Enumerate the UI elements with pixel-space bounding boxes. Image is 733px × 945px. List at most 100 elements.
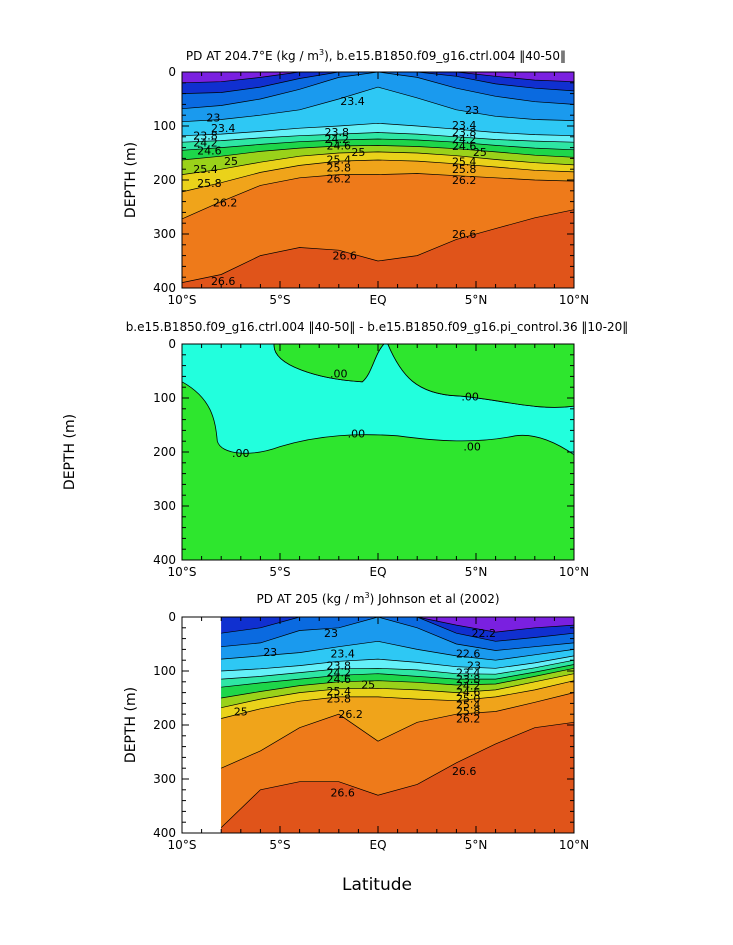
contour-line xyxy=(181,138,575,151)
x-tick-label: 10°N xyxy=(559,838,589,852)
x-tick-label: 10°S xyxy=(168,838,197,852)
contour-label: 25 xyxy=(351,146,365,159)
y-tick-label: 300 xyxy=(153,499,176,513)
x-tick-label: EQ xyxy=(369,838,386,852)
panel-2: b.e15.B1850.f09_g16.ctrl.004 ‖40-50‖ - b… xyxy=(62,320,628,579)
contour-line xyxy=(181,86,575,123)
contour-label: 26.2 xyxy=(338,708,363,721)
contour-line xyxy=(220,721,575,828)
x-tick-label: 5°S xyxy=(269,838,290,852)
x-tick-label: 10°S xyxy=(168,565,197,579)
contour-label: 26.2 xyxy=(456,713,481,726)
contour-label: 22.6 xyxy=(456,648,481,661)
panel-2-frame xyxy=(181,343,575,561)
contour-label: 25 xyxy=(224,155,238,168)
contour-label: .00 xyxy=(330,368,348,381)
x-tick-label: 10°S xyxy=(168,293,197,307)
panel-3: PD AT 205 (kg / m3) Johnson et al (2002)… xyxy=(123,591,589,852)
x-tick-label: 5°S xyxy=(269,293,290,307)
panel-2-fill xyxy=(181,343,575,560)
contour-line xyxy=(221,616,575,651)
panel-1: PD AT 204.7°E (kg / m3), b.e15.B1850.f09… xyxy=(123,48,589,307)
contour-label: 23 xyxy=(263,646,277,659)
contour-label: 26.6 xyxy=(211,275,236,288)
contour-line xyxy=(181,122,575,137)
y-tick-label: 0 xyxy=(168,337,176,351)
panel-1-fill xyxy=(182,72,574,288)
contour-label: 23.8 xyxy=(325,126,350,139)
x-tick-label: 5°S xyxy=(269,565,290,579)
y-tick-label: 400 xyxy=(153,281,176,295)
contour-label: 25.4 xyxy=(193,163,218,176)
contour-label: 25.4 xyxy=(327,154,352,167)
contour-label: 25 xyxy=(361,679,375,692)
contour-label: 23 xyxy=(324,627,338,640)
contour-label: 23 xyxy=(467,660,481,673)
contour-label: 23.8 xyxy=(456,673,481,686)
y-tick-label: 100 xyxy=(153,391,176,405)
panel-1-contour-labels: 2323.423.824.224.62525.425.826.226.623.4… xyxy=(193,95,487,288)
positive-difference-pocket xyxy=(273,343,385,383)
contour-label: 25 xyxy=(234,706,248,719)
contour-line xyxy=(181,159,575,193)
contour-line xyxy=(181,173,575,220)
y-tick-label: 300 xyxy=(153,772,176,786)
contour-label: 24.2 xyxy=(456,680,481,693)
contour-label: 26.6 xyxy=(452,765,477,778)
panel-3-fill xyxy=(221,617,574,833)
panel-3-frame xyxy=(181,616,575,834)
contour-label: 25.8 xyxy=(456,705,481,718)
contour-label: 25.4 xyxy=(452,156,477,169)
contour-label: 25.8 xyxy=(327,162,352,175)
x-tick-label: 10°N xyxy=(559,293,589,307)
contour-label: 23.8 xyxy=(193,130,218,143)
panel-3-title: PD AT 205 (kg / m3) Johnson et al (2002) xyxy=(256,591,499,606)
contour-label: 25.8 xyxy=(197,177,222,190)
x-tick-label: 10°N xyxy=(559,565,589,579)
x-tick-label: 5°N xyxy=(465,838,488,852)
y-tick-label: 300 xyxy=(153,227,176,241)
panel-1-ylabel: DEPTH (m) xyxy=(123,142,139,218)
contour-label: 23.4 xyxy=(452,119,477,132)
contour-label: 23.4 xyxy=(456,667,481,680)
contour-label: 22.2 xyxy=(472,627,497,640)
y-tick-label: 200 xyxy=(153,445,176,459)
panel-2-title: b.e15.B1850.f09_g16.ctrl.004 ‖40-50‖ - b… xyxy=(126,320,629,334)
x-tick-label: EQ xyxy=(369,293,386,307)
contour-label: 25.4 xyxy=(456,699,481,712)
contour-label: 26.2 xyxy=(213,197,238,210)
contour-label: .00 xyxy=(461,390,479,403)
contour-label: 25.4 xyxy=(327,685,352,698)
contour-label: 24.2 xyxy=(327,667,352,680)
contour-label: .00 xyxy=(463,441,481,454)
density-band xyxy=(182,209,574,288)
x-tick-label: EQ xyxy=(369,565,386,579)
contour-label: .00 xyxy=(348,428,366,441)
contour-label: 26.6 xyxy=(452,228,477,241)
y-tick-label: 100 xyxy=(153,664,176,678)
contour-label: 25 xyxy=(473,146,487,159)
contour-label: 23.4 xyxy=(211,122,236,135)
contour-label: 23 xyxy=(206,111,220,124)
y-tick-label: 0 xyxy=(168,65,176,79)
contour-line xyxy=(221,664,575,688)
contour-label: 24.6 xyxy=(456,686,481,699)
y-tick-label: 200 xyxy=(153,173,176,187)
positive-difference-pocket xyxy=(387,343,575,408)
y-tick-label: 100 xyxy=(153,119,176,133)
contour-label: 24.6 xyxy=(327,673,352,686)
contour-line xyxy=(181,209,575,283)
contour-line xyxy=(221,659,575,680)
x-tick-label: 5°N xyxy=(465,293,488,307)
y-tick-label: 400 xyxy=(153,553,176,567)
contour-line xyxy=(221,640,575,661)
panel-1-frame xyxy=(181,71,575,289)
contour-line xyxy=(181,145,575,161)
contour-label: 25.8 xyxy=(452,163,477,176)
contour-line xyxy=(221,680,575,719)
contour-label: 24.6 xyxy=(452,140,477,153)
